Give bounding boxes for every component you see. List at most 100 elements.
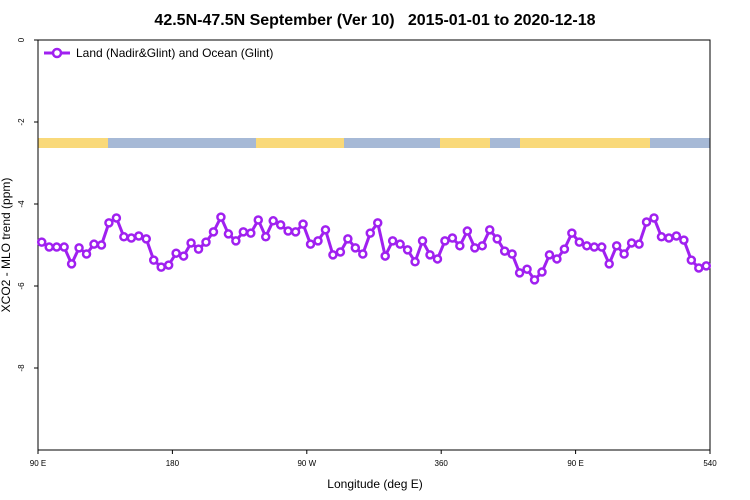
data-point bbox=[320, 225, 331, 235]
data-point bbox=[96, 240, 107, 250]
data-point bbox=[156, 262, 166, 272]
x-axis-label: Longitude (deg E) bbox=[327, 477, 422, 491]
data-point bbox=[484, 225, 495, 235]
data-point bbox=[134, 231, 144, 241]
data-point bbox=[59, 242, 69, 252]
data-point bbox=[89, 239, 99, 249]
data-point bbox=[574, 237, 585, 247]
data-point bbox=[193, 244, 204, 254]
y-tick-label: 0 bbox=[17, 37, 26, 42]
data-point bbox=[372, 218, 383, 228]
data-point bbox=[201, 237, 211, 247]
data-point bbox=[343, 234, 353, 244]
data-point bbox=[350, 243, 361, 253]
data-point bbox=[171, 248, 181, 258]
data-point bbox=[141, 234, 152, 244]
data-point bbox=[395, 239, 405, 249]
data-point bbox=[380, 251, 390, 261]
data-point bbox=[410, 257, 420, 267]
data-point bbox=[671, 231, 682, 241]
land-ocean-strip bbox=[38, 138, 710, 148]
data-point bbox=[126, 233, 137, 243]
data-point bbox=[544, 250, 555, 260]
data-point bbox=[253, 215, 264, 225]
data-point bbox=[298, 219, 308, 229]
x-tick-label: 540 bbox=[703, 459, 717, 468]
data-point bbox=[358, 249, 368, 259]
data-point bbox=[529, 275, 540, 285]
data-point bbox=[604, 259, 614, 269]
y-tick-label: -6 bbox=[17, 282, 26, 290]
data-point bbox=[440, 236, 450, 246]
data-point bbox=[231, 236, 241, 246]
series-line bbox=[40, 213, 707, 283]
data-point bbox=[36, 237, 47, 247]
data-point bbox=[223, 229, 234, 239]
data-point bbox=[163, 260, 174, 270]
legend-marker bbox=[51, 47, 63, 59]
x-tick-label: 90 E bbox=[30, 459, 46, 468]
data-point bbox=[119, 232, 129, 242]
x-tick-label: 180 bbox=[166, 459, 180, 468]
y-tick-label: -4 bbox=[17, 200, 26, 208]
data-point bbox=[686, 255, 697, 265]
data-point bbox=[567, 228, 577, 238]
data-point bbox=[186, 238, 196, 248]
plot-frame bbox=[37, 39, 711, 451]
x-tick-label: 90 E bbox=[567, 459, 583, 468]
legend-label: Land (Nadir&Glint) and Ocean (Glint) bbox=[76, 46, 273, 60]
data-point bbox=[417, 236, 428, 246]
data-point bbox=[81, 249, 92, 259]
data-point bbox=[626, 238, 637, 248]
data-point bbox=[305, 239, 316, 249]
data-point bbox=[470, 243, 480, 253]
data-point bbox=[104, 218, 114, 228]
x-tick-label: 360 bbox=[435, 459, 449, 468]
data-point bbox=[611, 241, 622, 251]
data-point bbox=[582, 241, 592, 251]
data-point bbox=[656, 232, 667, 242]
data-point bbox=[335, 247, 346, 257]
data-point bbox=[649, 213, 659, 223]
data-point bbox=[492, 234, 502, 244]
x-tick-label: 90 W bbox=[297, 459, 316, 468]
data-point bbox=[596, 242, 607, 252]
data-point bbox=[44, 242, 54, 252]
data-point bbox=[559, 244, 570, 254]
data-point bbox=[634, 239, 644, 249]
y-tick-label: -2 bbox=[17, 118, 26, 126]
data-point bbox=[74, 243, 84, 253]
data-point bbox=[455, 241, 465, 251]
data-point bbox=[477, 241, 488, 251]
data-point bbox=[694, 263, 704, 273]
data-point bbox=[111, 213, 122, 223]
data-point bbox=[238, 227, 249, 237]
data-point bbox=[387, 236, 398, 246]
y-axis-label: XCO2 - MLO trend (ppm) bbox=[0, 178, 13, 313]
data-point bbox=[260, 232, 271, 242]
data-point bbox=[148, 255, 159, 265]
data-point bbox=[507, 249, 517, 259]
data-point bbox=[328, 250, 338, 260]
data-point bbox=[246, 228, 256, 238]
data-point bbox=[402, 245, 413, 255]
data-point bbox=[66, 259, 77, 269]
data-point bbox=[701, 261, 712, 271]
data-point bbox=[522, 264, 532, 274]
data-point bbox=[641, 217, 652, 227]
data-point bbox=[275, 220, 286, 230]
data-point bbox=[589, 242, 600, 252]
data-point bbox=[552, 254, 562, 264]
data-point bbox=[283, 226, 293, 236]
data-point bbox=[514, 268, 525, 278]
data-point bbox=[432, 254, 443, 264]
data-point bbox=[178, 251, 189, 261]
data-point bbox=[268, 216, 278, 226]
data-point bbox=[290, 227, 301, 237]
data-point bbox=[425, 250, 435, 260]
data-point bbox=[447, 233, 458, 243]
data-point bbox=[537, 267, 547, 277]
data-point bbox=[499, 246, 510, 256]
data-point bbox=[313, 236, 323, 246]
